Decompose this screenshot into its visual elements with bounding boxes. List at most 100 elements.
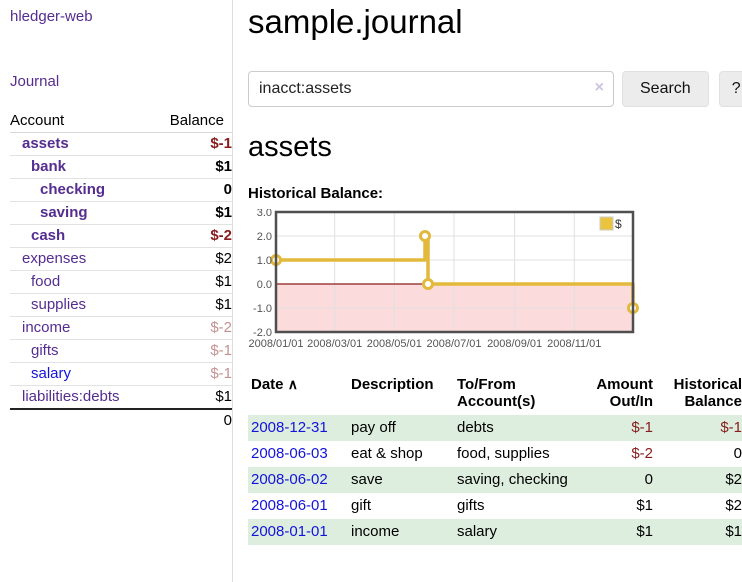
transaction-description: save: [351, 471, 383, 488]
vertical-gridlines: [334, 212, 575, 332]
transaction-accounts: debts: [457, 419, 494, 436]
account-link-saving[interactable]: saving: [40, 204, 88, 221]
account-row: expenses $2: [10, 248, 232, 271]
transaction-amount: $-1: [631, 419, 653, 436]
account-row: food $1: [10, 271, 232, 294]
account-balance: $1: [215, 273, 232, 290]
transaction-date-link[interactable]: 2008-01-01: [251, 523, 328, 540]
x-tick-label: 2008/01/01: [248, 338, 303, 350]
transaction-date-link[interactable]: 2008-06-03: [251, 445, 328, 462]
account-row: bank $1: [10, 156, 232, 179]
x-tick-label: 2008/05/01: [367, 338, 422, 350]
account-balance: $-2: [210, 319, 232, 336]
transaction-date-link[interactable]: 2008-06-01: [251, 497, 328, 514]
transaction-amount: $1: [636, 523, 653, 540]
search-button[interactable]: Search: [622, 71, 709, 107]
balance-column-header: Balance: [151, 110, 232, 133]
transaction-balance: $1: [725, 523, 742, 540]
accounts-total-row: 0: [10, 409, 232, 432]
transaction-amount: $1: [636, 497, 653, 514]
nav-journal: Journal: [10, 73, 232, 91]
transaction-description: gift: [351, 497, 372, 514]
accounts-total: 0: [223, 412, 232, 429]
x-tick-label: 2008/07/01: [426, 338, 481, 350]
y-tick-label: -2.0: [253, 327, 272, 339]
account-balance: $-2: [210, 227, 232, 244]
register-header-row: Date ∧ Description To/From Account(s) Am…: [248, 374, 742, 415]
account-column-header: Account: [10, 110, 152, 133]
account-balance: $2: [215, 250, 232, 267]
legend-label: $: [615, 217, 622, 231]
x-axis-ticks: 2008/01/01 2008/03/01 2008/05/01 2008/07…: [248, 338, 601, 350]
x-tick-label: 2008/11/01: [547, 338, 601, 350]
description-column-header: Description: [351, 376, 434, 393]
transaction-description: eat & shop: [351, 445, 423, 462]
register-row: 2008-06-03 eat & shop food, supplies $-2…: [248, 441, 742, 467]
register-row: 2008-06-01 gift gifts $1 $2: [248, 493, 742, 519]
data-point: [419, 230, 431, 242]
transaction-date-link[interactable]: 2008-12-31: [251, 419, 328, 436]
transaction-description: income: [351, 523, 400, 540]
transaction-date-link[interactable]: 2008-06-02: [251, 471, 328, 488]
sort-ascending-icon: ∧: [287, 376, 298, 392]
account-balance: $1: [215, 296, 232, 313]
account-balance: $1: [215, 388, 232, 405]
account-row: cash $-2: [10, 225, 232, 248]
transaction-accounts: saving, checking: [457, 471, 568, 488]
sidebar: hledger-web Journal Account Balance asse…: [0, 0, 233, 582]
app-title: hledger-web: [10, 8, 232, 26]
clear-search-icon[interactable]: ×: [594, 79, 604, 96]
account-link-liabilities-debts[interactable]: liabilities:debts: [22, 388, 120, 405]
app-title-link[interactable]: hledger-web: [10, 8, 93, 25]
journal-link[interactable]: Journal: [10, 73, 60, 90]
help-button[interactable]: ?: [718, 71, 742, 107]
account-link-expenses[interactable]: expenses: [22, 250, 87, 267]
account-balance: $-1: [210, 342, 232, 359]
search-form: × Search ?: [248, 71, 742, 107]
transaction-accounts: salary: [457, 523, 498, 540]
transaction-amount: 0: [644, 471, 653, 488]
account-link-bank[interactable]: bank: [31, 158, 67, 175]
transaction-balance: 0: [733, 445, 742, 462]
account-link-income[interactable]: income: [22, 319, 71, 336]
account-heading: assets: [248, 131, 332, 163]
register-row: 2008-01-01 income salary $1 $1: [248, 519, 742, 545]
account-balance: $-1: [210, 135, 232, 152]
amount-column-header: Amount Out/In: [596, 376, 653, 410]
plot-border: [274, 210, 635, 334]
account-row: checking 0: [10, 179, 232, 202]
y-axis-ticks: 3.0 2.0 1.0 0.0 -1.0 -2.0: [253, 207, 272, 339]
register-row: 2008-06-02 save saving, checking 0 $2: [248, 467, 742, 493]
transaction-description: pay off: [351, 419, 396, 436]
account-link-gifts[interactable]: gifts: [31, 342, 59, 359]
account-link-checking[interactable]: checking: [40, 181, 106, 198]
account-balance: $1: [215, 204, 232, 221]
register-row: 2008-12-31 pay off debts $-1 $-1: [248, 415, 742, 441]
chart-legend: $: [599, 216, 622, 231]
account-link-cash[interactable]: cash: [31, 227, 66, 244]
transaction-balance: $2: [725, 471, 742, 488]
accounts-table: Account Balance assets $-1 bank $1 check…: [10, 110, 232, 432]
account-link-assets[interactable]: assets: [22, 135, 69, 152]
account-link-supplies[interactable]: supplies: [31, 296, 87, 313]
account-row: saving $1: [10, 202, 232, 225]
balance-column-header: Historical Balance: [673, 376, 742, 410]
account-row: salary $-1: [10, 363, 232, 386]
search-input[interactable]: [248, 71, 614, 107]
data-point: [422, 278, 434, 290]
account-link-salary[interactable]: salary: [31, 365, 72, 382]
y-tick-label: 0.0: [257, 279, 272, 291]
y-tick-label: 1.0: [257, 255, 272, 267]
transaction-balance: $-1: [720, 419, 742, 436]
legend-color-swatch: [599, 216, 614, 231]
account-link-food[interactable]: food: [31, 273, 61, 290]
account-balance: $-1: [210, 365, 232, 382]
accounts-header-row: Account Balance: [10, 110, 232, 133]
transaction-amount: $-2: [631, 445, 653, 462]
account-row: liabilities:debts $1: [10, 386, 232, 409]
date-column-label: Date: [251, 376, 284, 393]
account-balance: 0: [223, 181, 232, 198]
chart-svg: $ 3.0 2.0 1.0 0.0 -1.0 -2.0 2008/01/01 2…: [248, 207, 639, 350]
chart-title: Historical Balance:: [248, 185, 384, 202]
date-column-header[interactable]: Date ∧: [248, 374, 348, 415]
